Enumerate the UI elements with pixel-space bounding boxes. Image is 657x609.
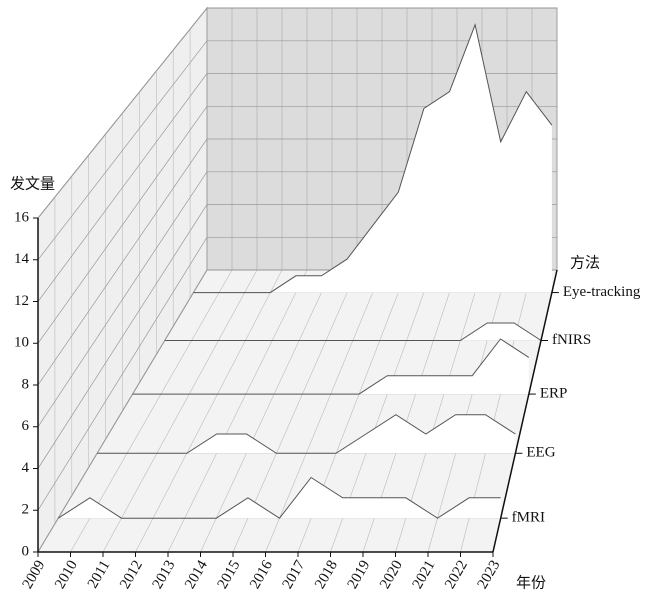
- x-tick-label: 2023: [475, 558, 504, 592]
- y-tick-label: 4: [22, 460, 30, 476]
- legend-label: ERP: [540, 386, 568, 402]
- y-tick-label: 8: [22, 376, 30, 392]
- floor-grid: [167, 269, 308, 553]
- y-tick-label: 12: [14, 293, 29, 309]
- floor-grid: [135, 269, 283, 553]
- y-axis-label: 发文量: [10, 175, 55, 192]
- floor-grid: [265, 269, 383, 553]
- grid-line: [37, 7, 557, 219]
- x-tick-label: 2010: [52, 558, 81, 592]
- x-tick-label: 2009: [20, 558, 49, 592]
- x-tick-label: 2013: [150, 558, 179, 592]
- area: [132, 339, 529, 395]
- z-axis-label: 方法: [570, 254, 600, 271]
- floor-grid: [427, 269, 508, 553]
- y-tick-label: 2: [22, 502, 30, 518]
- x-tick-label: 2021: [410, 558, 439, 592]
- x-tick-label: 2020: [377, 558, 406, 592]
- grid-line: [37, 73, 557, 302]
- y-tick-label: 0: [22, 543, 30, 559]
- x-tick-label: 2011: [85, 558, 114, 592]
- x-tick-label: 2014: [182, 557, 211, 591]
- y-tick-label: 14: [14, 251, 30, 267]
- floor-grid: [200, 269, 333, 553]
- y-tick-label: 10: [14, 335, 29, 351]
- z-axis: [492, 269, 558, 553]
- area-line: [132, 338, 530, 395]
- x-tick-label: 2022: [442, 558, 471, 592]
- x-tick-label: 2015: [215, 558, 244, 592]
- area-line: [193, 23, 553, 294]
- area: [164, 323, 542, 341]
- y-tick-label: 6: [22, 418, 30, 434]
- legend-label: Eye-tracking: [563, 284, 641, 300]
- area-line: [58, 476, 501, 519]
- area: [193, 24, 552, 293]
- x-axis-label: 年份: [516, 574, 546, 591]
- legend-label: fNIRS: [552, 332, 591, 348]
- x-tick-label: 2012: [117, 558, 146, 592]
- legend-label: EEG: [526, 445, 555, 461]
- floor-grid: [102, 269, 258, 553]
- area: [58, 477, 501, 519]
- x-tick-label: 2016: [247, 557, 276, 591]
- area-line: [97, 414, 516, 454]
- grid-line: [37, 40, 557, 261]
- x-tick-label: 2017: [280, 557, 309, 591]
- x-tick-label: 2019: [345, 558, 374, 592]
- legend-label: fMRI: [512, 510, 545, 526]
- x-tick-label: 2018: [312, 558, 341, 592]
- area-line: [164, 322, 542, 341]
- y-tick-label: 16: [14, 209, 30, 225]
